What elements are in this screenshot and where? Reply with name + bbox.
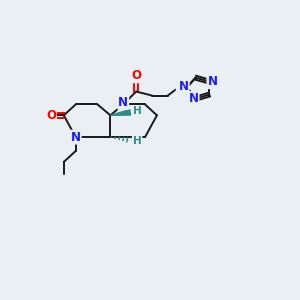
Text: N: N bbox=[177, 80, 187, 93]
Text: N: N bbox=[118, 96, 128, 109]
Text: H: H bbox=[133, 136, 142, 146]
Text: N: N bbox=[189, 92, 199, 105]
Text: H: H bbox=[133, 106, 142, 116]
Text: N: N bbox=[207, 75, 218, 88]
Text: O: O bbox=[46, 109, 56, 122]
Text: O: O bbox=[131, 69, 141, 82]
Text: N: N bbox=[179, 80, 189, 93]
Polygon shape bbox=[110, 110, 130, 115]
Text: N: N bbox=[71, 130, 81, 144]
